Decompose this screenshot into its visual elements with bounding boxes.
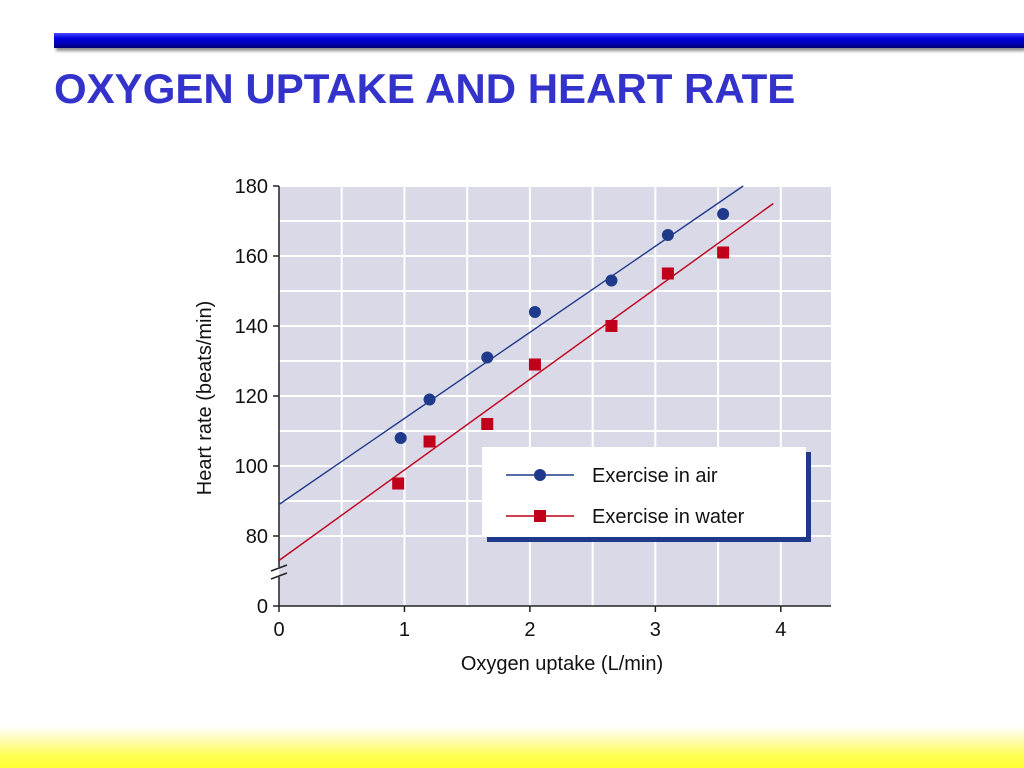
slide-title: OXYGEN UPTAKE AND HEART RATE xyxy=(54,65,796,112)
x-tick-label: 1 xyxy=(399,619,410,641)
y-tick-label: 100 xyxy=(235,456,268,478)
data-point-air xyxy=(605,274,618,287)
y-tick-label: 180 xyxy=(235,176,268,198)
axes xyxy=(270,185,831,612)
x-axis-title: Oxygen uptake (L/min) xyxy=(461,653,663,675)
data-point-water xyxy=(423,435,436,448)
axis-break-mark xyxy=(270,564,288,580)
legend-marker-circle xyxy=(534,469,546,481)
footer-accent-bar xyxy=(0,726,1024,768)
data-point-air xyxy=(528,306,541,318)
data-markers xyxy=(392,208,730,490)
data-point-water xyxy=(392,477,405,490)
x-tick-label: 4 xyxy=(775,619,786,641)
data-point-air xyxy=(394,432,407,444)
x-tick-label: 2 xyxy=(524,619,535,641)
data-point-air xyxy=(423,393,436,406)
legend: Exercise in air Exercise in water xyxy=(482,447,811,542)
data-point-air xyxy=(481,351,494,364)
data-point-water xyxy=(528,358,541,371)
y-axis-title: Heart rate (beats/min) xyxy=(194,301,216,496)
y-tick-label: 0 xyxy=(257,596,268,618)
data-point-air xyxy=(717,208,730,220)
data-point-water xyxy=(481,418,494,430)
x-tick-label: 3 xyxy=(650,619,661,641)
tick-labels: 80 100 120 140 160 180 00 1 2 3 4 xyxy=(235,176,787,641)
legend-marker-square xyxy=(534,510,546,522)
data-point-water xyxy=(605,320,618,332)
x-tick-label: 0 xyxy=(273,619,284,641)
y-tick-label: 160 xyxy=(235,246,268,268)
y-tick-label: 140 xyxy=(235,316,268,338)
legend-label: Exercise in water xyxy=(592,506,745,528)
y-tick-label: 120 xyxy=(235,386,268,408)
fit-line xyxy=(278,202,774,562)
data-point-water xyxy=(717,246,730,259)
legend-label: Exercise in air xyxy=(592,465,718,487)
data-point-water xyxy=(661,267,674,280)
title-accent-bar xyxy=(54,33,1024,48)
data-point-air xyxy=(661,229,674,241)
y-tick-label: 80 xyxy=(246,526,268,548)
